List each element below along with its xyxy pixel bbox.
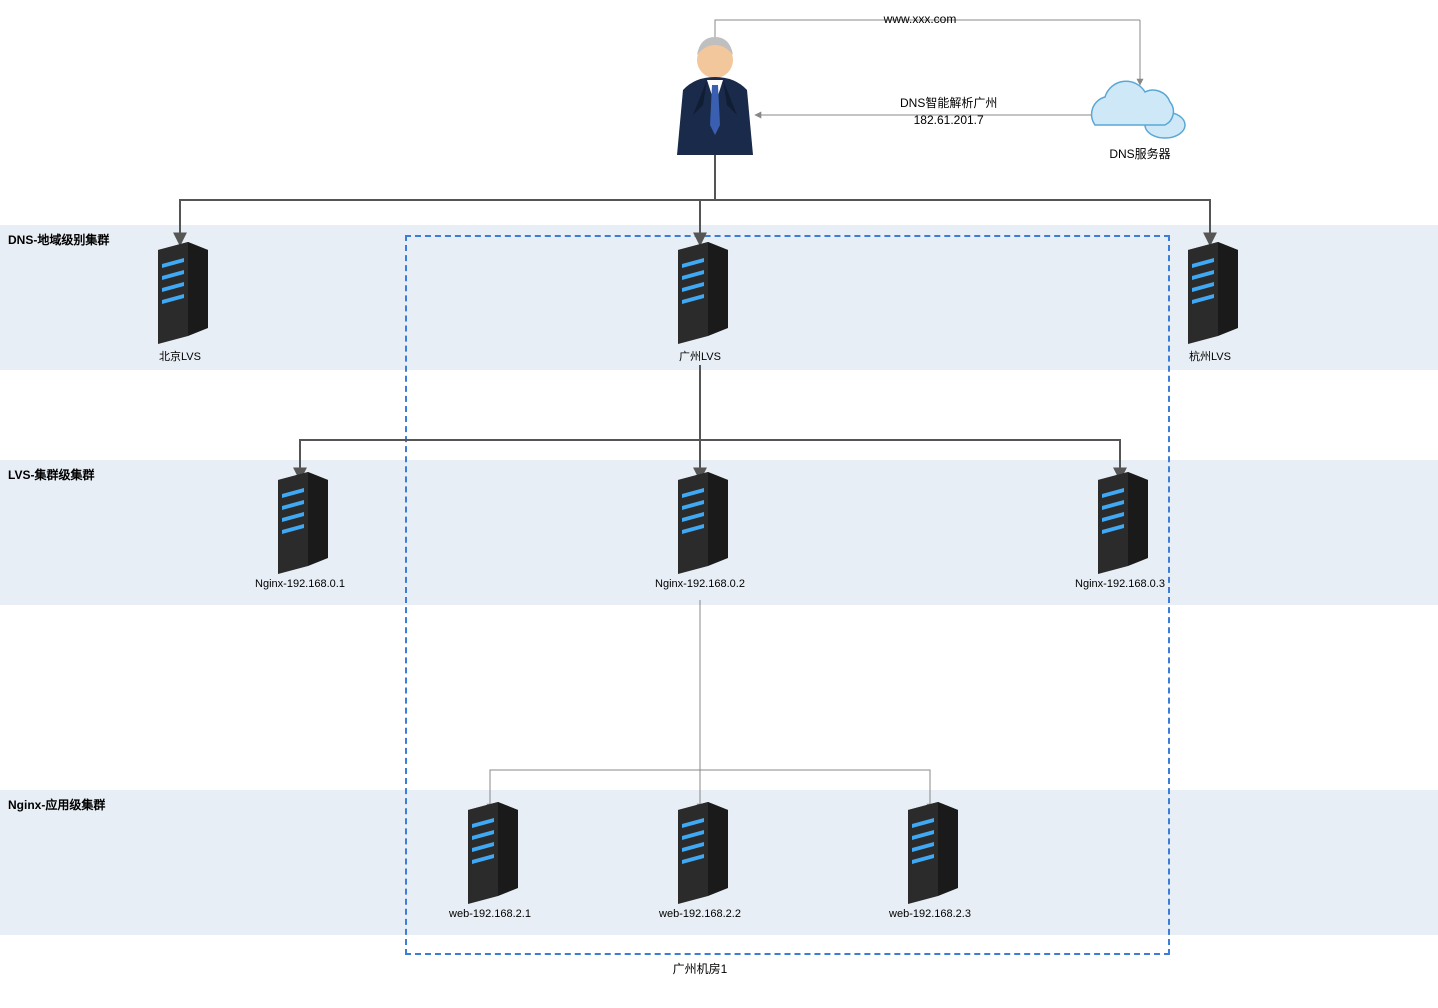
web-2-label: web-192.168.2.2 [659, 908, 741, 920]
dns-resolve-ip: 182.61.201.7 [900, 112, 997, 129]
dns-server-label: DNS服务器 [1109, 145, 1170, 162]
user-icon [677, 37, 753, 155]
hangzhou-lvs-label: 杭州LVS [1189, 348, 1231, 364]
nginx-3-label: Nginx-192.168.0.3 [1075, 578, 1165, 590]
band-lvs-label: LVS-集群级集群 [8, 466, 94, 483]
guangzhou-datacenter-box [405, 235, 1170, 955]
nginx-2-label: Nginx-192.168.0.2 [655, 578, 745, 590]
web-3-label: web-192.168.2.3 [889, 908, 971, 920]
beijing-lvs-label: 北京LVS [159, 348, 201, 364]
band-dns-label: DNS-地域级别集群 [8, 231, 109, 248]
band-nginx-label: Nginx-应用级集群 [8, 796, 105, 813]
dns-resolve-label: DNS智能解析广州 182.61.201.7 [900, 95, 997, 129]
web-1-label: web-192.168.2.1 [449, 908, 531, 920]
cloud-icon [1092, 81, 1185, 138]
site-url-label: www.xxx.com [884, 12, 957, 26]
dns-resolve-text: DNS智能解析广州 [900, 95, 997, 112]
guangzhou-datacenter-label: 广州机房1 [673, 960, 728, 977]
nginx-1-label: Nginx-192.168.0.1 [255, 578, 345, 590]
guangzhou-lvs-label: 广州LVS [679, 348, 721, 364]
